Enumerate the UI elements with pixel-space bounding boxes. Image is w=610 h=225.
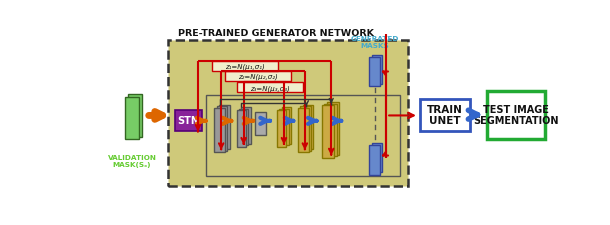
Bar [420, 99, 470, 131]
Bar [237, 110, 246, 147]
Bar [239, 109, 248, 146]
Text: TRAIN
UNET: TRAIN UNET [427, 104, 463, 126]
Bar [322, 106, 334, 158]
Text: GENERATED
MASKS: GENERATED MASKS [350, 36, 399, 48]
Text: z₁=N(μ₁,σ₁): z₁=N(μ₁,σ₁) [225, 63, 265, 70]
Bar [128, 95, 142, 137]
Bar [174, 110, 202, 131]
Text: z₂=N(μ₂,σ₂): z₂=N(μ₂,σ₂) [238, 73, 278, 80]
Bar [255, 113, 266, 136]
Bar [298, 108, 309, 153]
Bar [369, 58, 380, 87]
Bar [125, 97, 139, 139]
Bar [326, 103, 339, 155]
Bar [206, 95, 400, 176]
Text: STN: STN [178, 116, 199, 126]
Bar [217, 107, 228, 151]
Bar [371, 144, 382, 173]
Bar [487, 91, 545, 139]
Text: TEST IMAGE
SEGMENTATION: TEST IMAGE SEGMENTATION [473, 104, 559, 126]
Bar [237, 83, 303, 93]
Bar [242, 108, 251, 144]
Bar [282, 108, 291, 144]
Bar [214, 108, 225, 153]
Bar [371, 55, 382, 85]
Bar [225, 72, 291, 81]
Bar [219, 105, 230, 150]
Bar [369, 146, 380, 175]
Text: PRE-TRAINED GENERATOR NETWORK: PRE-TRAINED GENERATOR NETWORK [178, 29, 374, 38]
Text: VALIDATION
MASK(Sₓ): VALIDATION MASK(Sₓ) [107, 154, 157, 167]
Bar [277, 110, 286, 147]
Bar [303, 105, 314, 150]
Text: z₃=N(μ₃,σ₃): z₃=N(μ₃,σ₃) [249, 85, 290, 91]
Bar [168, 41, 408, 187]
Bar [325, 104, 337, 157]
Bar [300, 107, 311, 151]
Bar [279, 109, 289, 146]
Bar [212, 61, 278, 72]
